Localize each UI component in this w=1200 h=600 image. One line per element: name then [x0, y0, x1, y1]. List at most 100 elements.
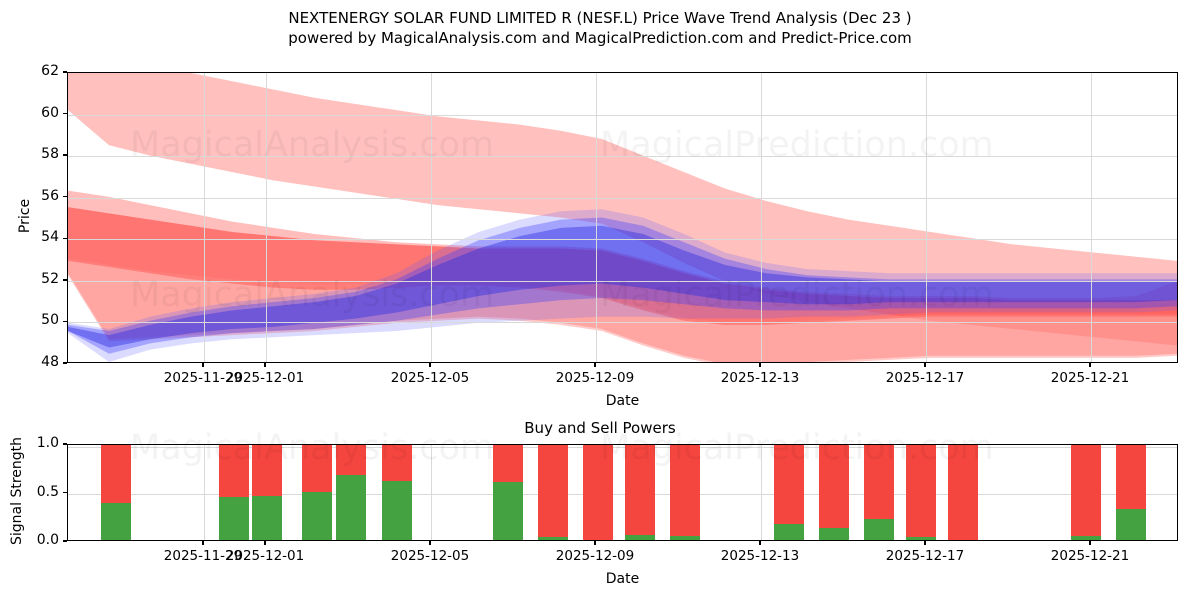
signal-bar	[670, 445, 700, 540]
price-xtick	[1089, 363, 1091, 367]
price-band-core-red-band	[68, 207, 1177, 325]
price-gridline-h	[68, 239, 1177, 241]
signal-xtick-label: 2025-12-13	[720, 548, 800, 564]
signal-ytick	[63, 443, 67, 445]
price-band-blue-band-core	[68, 225, 1177, 348]
signal-bar-buy-segment	[774, 523, 804, 540]
price-ytick-label: 58	[41, 146, 59, 163]
signal-gridline-v	[204, 445, 205, 540]
signal-bar-buy-segment	[1071, 536, 1101, 540]
signal-xtick	[1089, 541, 1091, 545]
figure-title-line2: powered by MagicalAnalysis.com and Magic…	[288, 29, 912, 47]
signal-xtick	[594, 541, 596, 545]
signal-bar-buy-segment	[538, 537, 568, 540]
price-axis-y-title: Price	[17, 198, 33, 233]
price-ytick	[63, 362, 67, 364]
signal-bar-sell-segment	[625, 445, 655, 540]
price-axis-x-title: Date	[605, 393, 640, 409]
signal-bar-buy-segment	[906, 537, 936, 540]
signal-bar-sell-segment	[583, 445, 613, 540]
price-gridline-v	[1091, 73, 1092, 362]
price-ytick	[63, 196, 67, 198]
signal-ytick	[63, 540, 67, 542]
price-band-lower-pale-red-band	[68, 258, 1177, 362]
price-xtick	[924, 363, 926, 367]
signal-bar-buy-segment	[625, 535, 655, 540]
price-ytick-label: 60	[41, 104, 59, 121]
signal-bar	[538, 445, 568, 540]
price-xtick	[202, 363, 204, 367]
signal-xtick-label: 2025-11-29	[163, 548, 243, 564]
signal-bar-buy-segment	[864, 518, 894, 540]
signal-bar	[774, 445, 804, 540]
signal-xtick	[924, 541, 926, 545]
signal-bar	[948, 445, 978, 540]
price-ytick	[63, 320, 67, 323]
price-gridline-h	[68, 322, 1177, 324]
price-ytick	[63, 71, 67, 73]
signal-bar	[583, 445, 613, 540]
signal-bar-buy-segment	[101, 503, 131, 540]
signal-bar-sell-segment	[819, 445, 849, 540]
price-xtick-label: 2025-11-29	[163, 370, 243, 386]
signal-bar	[336, 445, 366, 540]
price-ytick	[63, 237, 67, 239]
signal-gridline-h	[68, 447, 1177, 448]
signal-bar-sell-segment	[538, 445, 568, 540]
price-gridline-v	[204, 73, 205, 362]
signal-gridline-h	[68, 493, 1177, 495]
price-band-blue-band-inner	[68, 217, 1177, 354]
subplot-title: Buy and Sell Powers	[524, 419, 676, 437]
signal-bar-buy-segment	[493, 481, 523, 540]
signal-xtick-label: 2025-12-01	[225, 548, 305, 564]
price-gridline-v	[926, 73, 927, 362]
price-ytick-label: 56	[41, 187, 59, 204]
signal-bar-sell-segment	[670, 445, 700, 540]
signal-bar	[219, 445, 249, 540]
price-gridline-h	[68, 114, 1177, 116]
signal-xtick	[264, 541, 266, 545]
signal-bar	[252, 445, 282, 540]
signal-bar	[302, 445, 332, 540]
price-xtick-label: 2025-12-21	[1050, 370, 1130, 386]
signal-chart-plot-area	[67, 444, 1178, 541]
price-xtick	[759, 363, 761, 367]
price-xtick-label: 2025-12-17	[885, 370, 965, 386]
signal-bar	[1116, 445, 1146, 540]
price-ytick-label: 52	[41, 270, 59, 287]
signal-axis-x-title: Date	[605, 571, 640, 587]
signal-bar-buy-segment	[1116, 508, 1146, 540]
figure-title-line1: NEXTENERGY SOLAR FUND LIMITED R (NESF.L)…	[288, 9, 912, 27]
signal-gridline-v	[431, 445, 432, 540]
signal-bar	[382, 445, 412, 540]
signal-bar	[1071, 445, 1101, 540]
signal-gridline-v	[761, 445, 762, 540]
price-gridline-h	[68, 156, 1177, 158]
price-gridline-v	[761, 73, 762, 362]
signal-bar-buy-segment	[336, 475, 366, 540]
signal-bar	[493, 445, 523, 540]
price-xtick-label: 2025-12-13	[720, 370, 800, 386]
price-ytick-label: 62	[41, 63, 59, 79]
price-xtick-label: 2025-12-09	[555, 370, 635, 386]
signal-ytick-label: 1.0	[36, 435, 59, 451]
price-chart-plot-area	[67, 72, 1178, 363]
signal-axis-y-title: Signal Strength	[9, 436, 25, 545]
price-ytick	[63, 154, 67, 156]
price-gridline-v	[596, 73, 597, 362]
price-xtick	[594, 363, 596, 367]
signal-bar-buy-segment	[219, 497, 249, 540]
signal-ytick-label: 0.0	[36, 532, 59, 548]
price-ytick	[63, 112, 67, 115]
signal-xtick	[759, 541, 761, 545]
price-gridline-h	[68, 197, 1177, 199]
price-ytick-label: 48	[41, 354, 59, 370]
signal-xtick-label: 2025-12-21	[1050, 548, 1130, 564]
signal-bar-sell-segment	[906, 445, 936, 540]
signal-ytick	[63, 491, 67, 494]
signal-bar	[906, 445, 936, 540]
price-gridline-v	[431, 73, 432, 362]
price-wave-bands	[68, 73, 1177, 362]
signal-bar	[819, 445, 849, 540]
